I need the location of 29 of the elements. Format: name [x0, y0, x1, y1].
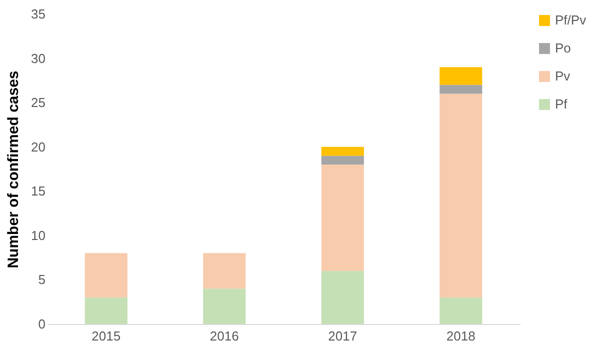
bar — [440, 67, 482, 85]
bar — [84, 253, 128, 298]
y-tick-label: 10 — [31, 228, 46, 243]
bar — [203, 288, 246, 324]
bar — [440, 297, 482, 324]
bar — [321, 270, 364, 324]
bar — [321, 156, 364, 165]
bar — [440, 94, 482, 298]
y-tick-label: 15 — [31, 184, 46, 199]
legend-label: Po — [555, 40, 571, 56]
y-tick-label: 30 — [31, 50, 46, 66]
y-tick-label: 20 — [31, 139, 46, 154]
y-tick-label: 35 — [31, 6, 46, 22]
x-tick-label: 2018 — [446, 328, 476, 344]
x-tick-label: 2017 — [328, 328, 358, 344]
x-tick-label: 2016 — [210, 328, 239, 344]
y-tick-label: 0 — [38, 316, 46, 332]
y-axis-title: Number of confirmed cases — [5, 70, 22, 268]
bar — [321, 164, 364, 271]
legend-label: Pf/Pv — [555, 12, 587, 28]
y-tick-label: 25 — [31, 95, 46, 110]
bar — [440, 84, 482, 94]
legend-label: Pf — [555, 96, 568, 112]
legend-label: Pv — [555, 68, 571, 84]
x-tick-label: 2015 — [92, 328, 121, 344]
bar — [84, 297, 128, 324]
y-tick-label: 5 — [38, 272, 46, 288]
bar — [203, 253, 246, 289]
bar — [321, 146, 364, 156]
